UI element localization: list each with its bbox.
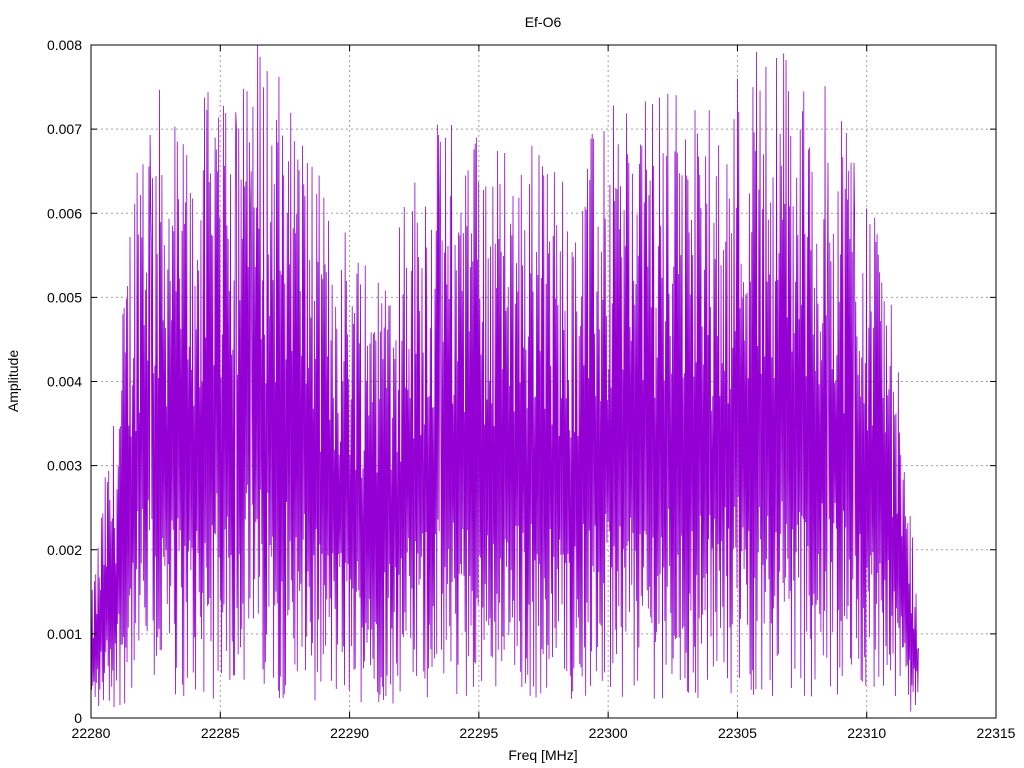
series-line (90, 44, 919, 712)
y-tick-label: 0.008 (47, 37, 82, 53)
y-tick-label: 0.002 (47, 542, 82, 558)
ticks (90, 44, 997, 719)
chart-title: Ef-O6 (525, 14, 562, 30)
x-tick-label: 22280 (72, 725, 111, 741)
x-tick-label: 22290 (330, 725, 369, 741)
x-axis-label: Freq [MHz] (508, 747, 577, 763)
y-tick-label: 0.003 (47, 458, 82, 474)
y-tick-labels: 0 0.001 0.002 0.003 0.004 0.005 0.006 0.007 0.00… (47, 37, 82, 726)
y-tick-label: 0.007 (47, 121, 82, 137)
x-tick-labels: 22280 22285 22290 22295 22300 22305 22310 22315 (72, 725, 1016, 741)
x-tick-label: 22300 (589, 725, 628, 741)
y-tick-label: 0.006 (47, 205, 82, 221)
y-axis-label: Amplitude (5, 350, 21, 412)
x-tick-label: 22310 (847, 725, 886, 741)
y-tick-label: 0.001 (47, 626, 82, 642)
x-tick-label: 22305 (718, 725, 757, 741)
series-layer (90, 44, 919, 712)
x-tick-label: 22285 (201, 725, 240, 741)
x-tick-label: 22315 (977, 725, 1016, 741)
y-tick-label: 0.005 (47, 289, 82, 305)
y-tick-label: 0 (74, 710, 82, 726)
x-tick-label: 22295 (459, 725, 498, 741)
y-tick-label: 0.004 (47, 374, 82, 390)
